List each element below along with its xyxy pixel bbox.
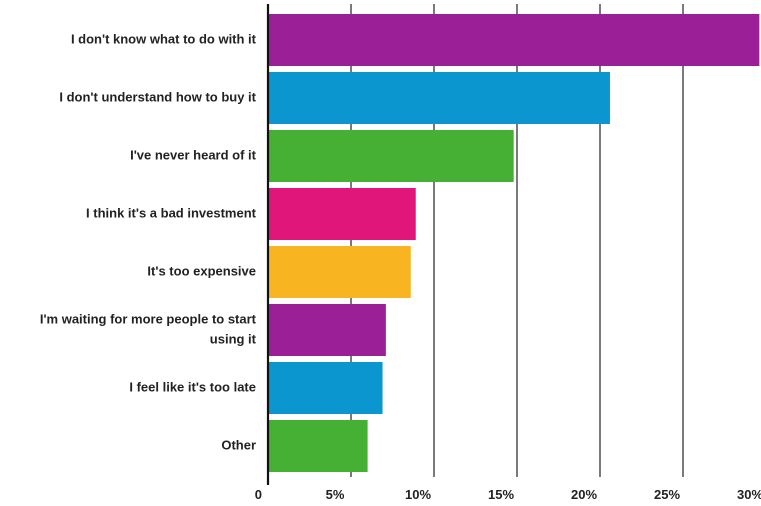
bar-7 <box>268 362 383 414</box>
category-label-7: I feel like it's too late <box>129 379 256 394</box>
bars <box>268 14 760 472</box>
x-tick-label-1: 5% <box>326 487 345 502</box>
bar-6 <box>268 304 386 356</box>
category-labels: I don't know what to do with it I don't u… <box>40 31 257 452</box>
category-label-6-line-2: using it <box>210 331 257 346</box>
bar-1 <box>268 14 760 66</box>
x-tick-label-4: 20% <box>571 487 597 502</box>
x-tick-label-0: 0 <box>255 487 262 502</box>
x-tick-label-3: 15% <box>488 487 514 502</box>
bar-5 <box>268 246 411 298</box>
bar-2 <box>268 72 610 124</box>
x-tick-label-5: 25% <box>654 487 680 502</box>
bar-3 <box>268 130 514 182</box>
category-label-6-line-1: I'm waiting for more people to start <box>40 311 257 326</box>
category-label-2: I don't understand how to buy it <box>59 89 256 104</box>
x-tick-label-2: 10% <box>405 487 431 502</box>
bar-4 <box>268 188 416 240</box>
bar-8 <box>268 420 368 472</box>
x-tick-labels: 0 5% 10% 15% 20% 25% 30% <box>255 487 761 502</box>
category-label-3: I've never heard of it <box>130 147 257 162</box>
category-label-5: It's too expensive <box>147 263 256 278</box>
category-label-1: I don't know what to do with it <box>71 31 257 46</box>
category-label-8: Other <box>221 437 256 452</box>
category-label-4: I think it's a bad investment <box>86 205 257 220</box>
x-tick-label-6: 30% <box>737 487 761 502</box>
